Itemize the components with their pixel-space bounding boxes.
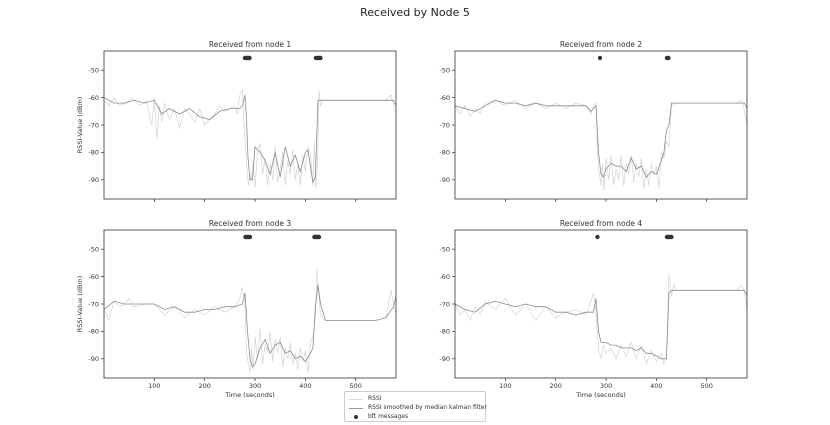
x-tick-label: 500 [350, 382, 362, 390]
y-tick-label: -80 [88, 149, 99, 157]
y-tick-label: -80 [439, 328, 450, 336]
legend-swatch-rssi [349, 396, 363, 402]
legend-label-bft: bft messages [368, 413, 409, 420]
y-tick-label: -60 [439, 273, 450, 281]
x-axis-label: Time (seconds) [575, 391, 626, 399]
y-tick-label: -90 [88, 176, 99, 184]
y-tick-label: -70 [88, 300, 99, 308]
bft-marker [247, 55, 252, 61]
y-tick-label: -60 [88, 94, 99, 102]
y-tick-label: -70 [439, 121, 450, 129]
x-axis-label: Time (seconds) [224, 391, 275, 399]
y-tick-label: -50 [88, 66, 99, 74]
y-tick-label: -90 [439, 355, 450, 363]
legend: RSSI RSSI smoothed by median kalman filt… [344, 391, 487, 422]
y-tick-label: -80 [439, 149, 450, 157]
bft-marker [597, 55, 603, 61]
x-tick-label: 300 [249, 382, 261, 390]
y-tick-label: -60 [88, 273, 99, 281]
y-tick-label: -70 [88, 121, 99, 129]
subplot-3: Received from node 3 -50 -60 -70 -80 -90 100 20… [76, 219, 397, 399]
bft-marker [318, 55, 323, 61]
x-tick-label: 500 [701, 382, 713, 390]
y-tick-label: -90 [88, 355, 99, 363]
smoothed-line [455, 289, 747, 360]
subplot-title: Received from node 1 [209, 40, 291, 49]
smoothed-line [104, 94, 396, 184]
y-axis-label: RSSI-Value (dBm) [76, 97, 84, 154]
y-tick-label: -90 [439, 176, 450, 184]
x-tick-label: 400 [299, 382, 311, 390]
subplot-title: Received from node 3 [209, 219, 291, 228]
legend-swatch-smoothed [349, 405, 363, 411]
legend-item-rssi: RSSI [349, 394, 382, 403]
x-tick-label: 200 [198, 382, 210, 390]
subplot-title: Received from node 4 [560, 219, 642, 228]
x-tick-label: 100 [148, 382, 160, 390]
bft-marker [669, 234, 674, 240]
bft-marker [247, 234, 253, 240]
legend-label-rssi: RSSI [368, 395, 382, 402]
smoothed-line [455, 99, 747, 178]
subplot-2: Received from node 2 -50 -60 -70 -80 -90 [439, 40, 748, 202]
subplot-title: Received from node 2 [560, 40, 642, 49]
bft-marker [666, 55, 671, 61]
y-tick-label: -60 [439, 94, 450, 102]
x-tick-label: 400 [650, 382, 662, 390]
rssi-line [104, 89, 396, 189]
y-tick-label: -50 [88, 245, 99, 253]
figure-title: Received by Node 5 [360, 6, 470, 19]
rssi-line [455, 273, 747, 366]
series-group [104, 268, 396, 373]
legend-label-smoothed: RSSI smoothed by median kalman filter [368, 404, 487, 411]
subplot-4: Received from node 4 -50 -60 -70 -80 -90 100 20… [439, 219, 748, 399]
x-tick-label: 300 [600, 382, 612, 390]
y-tick-label: -50 [439, 245, 450, 253]
legend-item-bft: bft messages [349, 412, 408, 421]
y-tick-label: -50 [439, 66, 450, 74]
smoothed-line [104, 284, 396, 368]
subplot-1: Received from node 1 -50 -60 -70 -80 -90 RSSI-… [76, 40, 397, 202]
rssi-line [104, 268, 396, 373]
legend-item-smoothed: RSSI smoothed by median kalman filter [349, 403, 487, 412]
series-group [104, 89, 396, 189]
bft-marker [316, 234, 322, 240]
axes-frame [454, 50, 748, 200]
y-tick-label: -80 [88, 328, 99, 336]
rssi-line [455, 99, 747, 191]
y-axis-label: RSSI-Value (dBm) [76, 276, 84, 333]
x-tick-label: 100 [499, 382, 511, 390]
legend-swatch-bft [349, 414, 363, 420]
x-tick-label: 200 [549, 382, 561, 390]
series-group [455, 273, 747, 366]
bft-marker [595, 234, 600, 240]
y-tick-label: -70 [439, 300, 450, 308]
series-group [455, 99, 747, 191]
axes-frame [454, 229, 748, 379]
